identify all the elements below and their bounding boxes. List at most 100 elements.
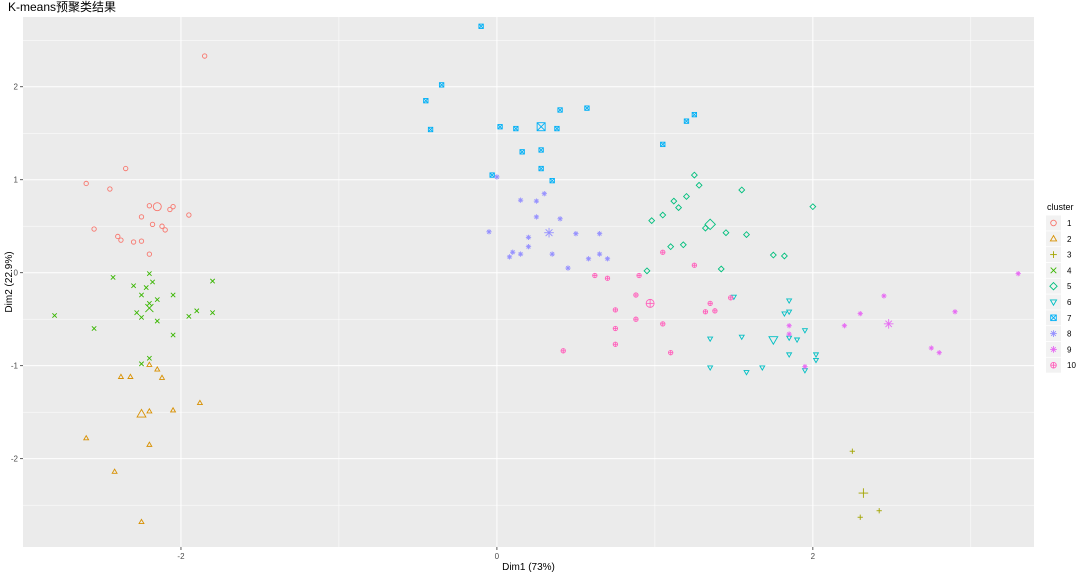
data-point [146,355,152,361]
data-point [702,309,709,315]
data-point [517,197,524,203]
data-point [130,239,137,245]
data-point [427,126,434,133]
legend: cluster 1 2 3 4 5 6 7 8 9 10 [1046,202,1076,373]
data-point [660,141,666,148]
data-point [510,249,516,255]
data-point [134,310,140,316]
data-point [170,204,176,210]
x-tick-label: 0 [495,552,500,561]
data-point [707,300,713,307]
data-point [146,361,153,367]
data-point [584,105,590,111]
data-point [138,518,145,524]
data-point [91,325,97,332]
data-point [169,406,177,413]
data-point [423,98,429,104]
data-point [633,316,639,322]
data-point [554,125,560,132]
series-cluster-4 [52,271,216,367]
legend-key-symbol [1050,330,1057,337]
series-cluster-2 [82,361,204,524]
legend-key-symbol [1049,299,1058,307]
y-tick-label: 0 [14,269,19,278]
data-point [82,434,90,441]
data-point [517,251,524,257]
data-point [706,336,714,343]
legend-key-symbol [1049,281,1058,291]
data-point [186,212,192,218]
data-point [785,298,793,305]
data-point [541,191,547,197]
data-point [146,407,153,414]
data-point [683,118,690,124]
cluster-centroid [136,408,147,418]
data-point [438,82,445,88]
data-point [769,251,777,259]
series-cluster-3 [849,448,882,520]
data-point [533,198,540,204]
data-point [549,177,555,184]
legend-item-8: 8 [1046,326,1072,342]
data-point [170,292,176,298]
legend-key-symbol [1050,314,1057,322]
y-axis-label: Dim2 (22.9%) [4,251,15,312]
data-point [738,186,746,194]
data-point [690,171,698,179]
data-point [781,311,788,318]
data-point [633,292,639,298]
cluster-centroid [768,336,779,346]
data-point [154,297,160,303]
data-point [83,180,89,187]
data-point [612,325,619,332]
data-point [117,373,125,379]
legend-label: 6 [1067,298,1072,307]
data-point [519,149,525,155]
x-tick-label: 2 [811,552,816,561]
legend-key-bg [1046,294,1061,310]
data-point [952,309,958,315]
data-point [812,352,820,358]
legend-title: cluster [1047,202,1074,212]
legend-label: 8 [1067,330,1072,339]
data-point [210,278,216,284]
data-point [786,323,792,329]
data-point [489,172,495,178]
data-point [857,514,863,520]
legend-key-symbol [1050,219,1057,227]
data-point [538,147,544,153]
data-point [717,265,725,273]
legend-label: 4 [1067,266,1072,275]
data-point [785,309,793,316]
data-point [793,337,801,344]
axis-ticks: -2 0 2 -2 -1 0 1 2 [11,83,816,561]
legend-key-bg [1046,278,1061,294]
data-point [497,124,503,130]
data-point [738,334,745,341]
data-point [143,285,149,291]
data-point [107,186,113,192]
data-point [194,308,200,314]
y-tick-label: 1 [14,176,19,185]
legend-key-symbol [1050,251,1057,258]
data-point [786,331,792,337]
data-point [513,125,519,132]
data-point [668,350,674,356]
data-point [170,332,176,338]
data-point [612,307,619,313]
data-point [162,227,168,233]
legend-label: 1 [1067,219,1072,228]
data-point [146,300,152,306]
major-gridlines [23,17,1034,547]
data-point [146,271,152,277]
legend-key-symbol [1050,361,1057,369]
series-cluster-9 [786,270,1021,370]
data-point [667,243,675,251]
series-cluster-10 [560,249,734,356]
data-point [596,231,603,237]
data-point [131,283,137,289]
legend-key-symbol [1050,346,1057,353]
legend-item-1: 1 [1046,215,1072,231]
data-point [936,350,942,356]
legend-label: 5 [1067,282,1072,291]
